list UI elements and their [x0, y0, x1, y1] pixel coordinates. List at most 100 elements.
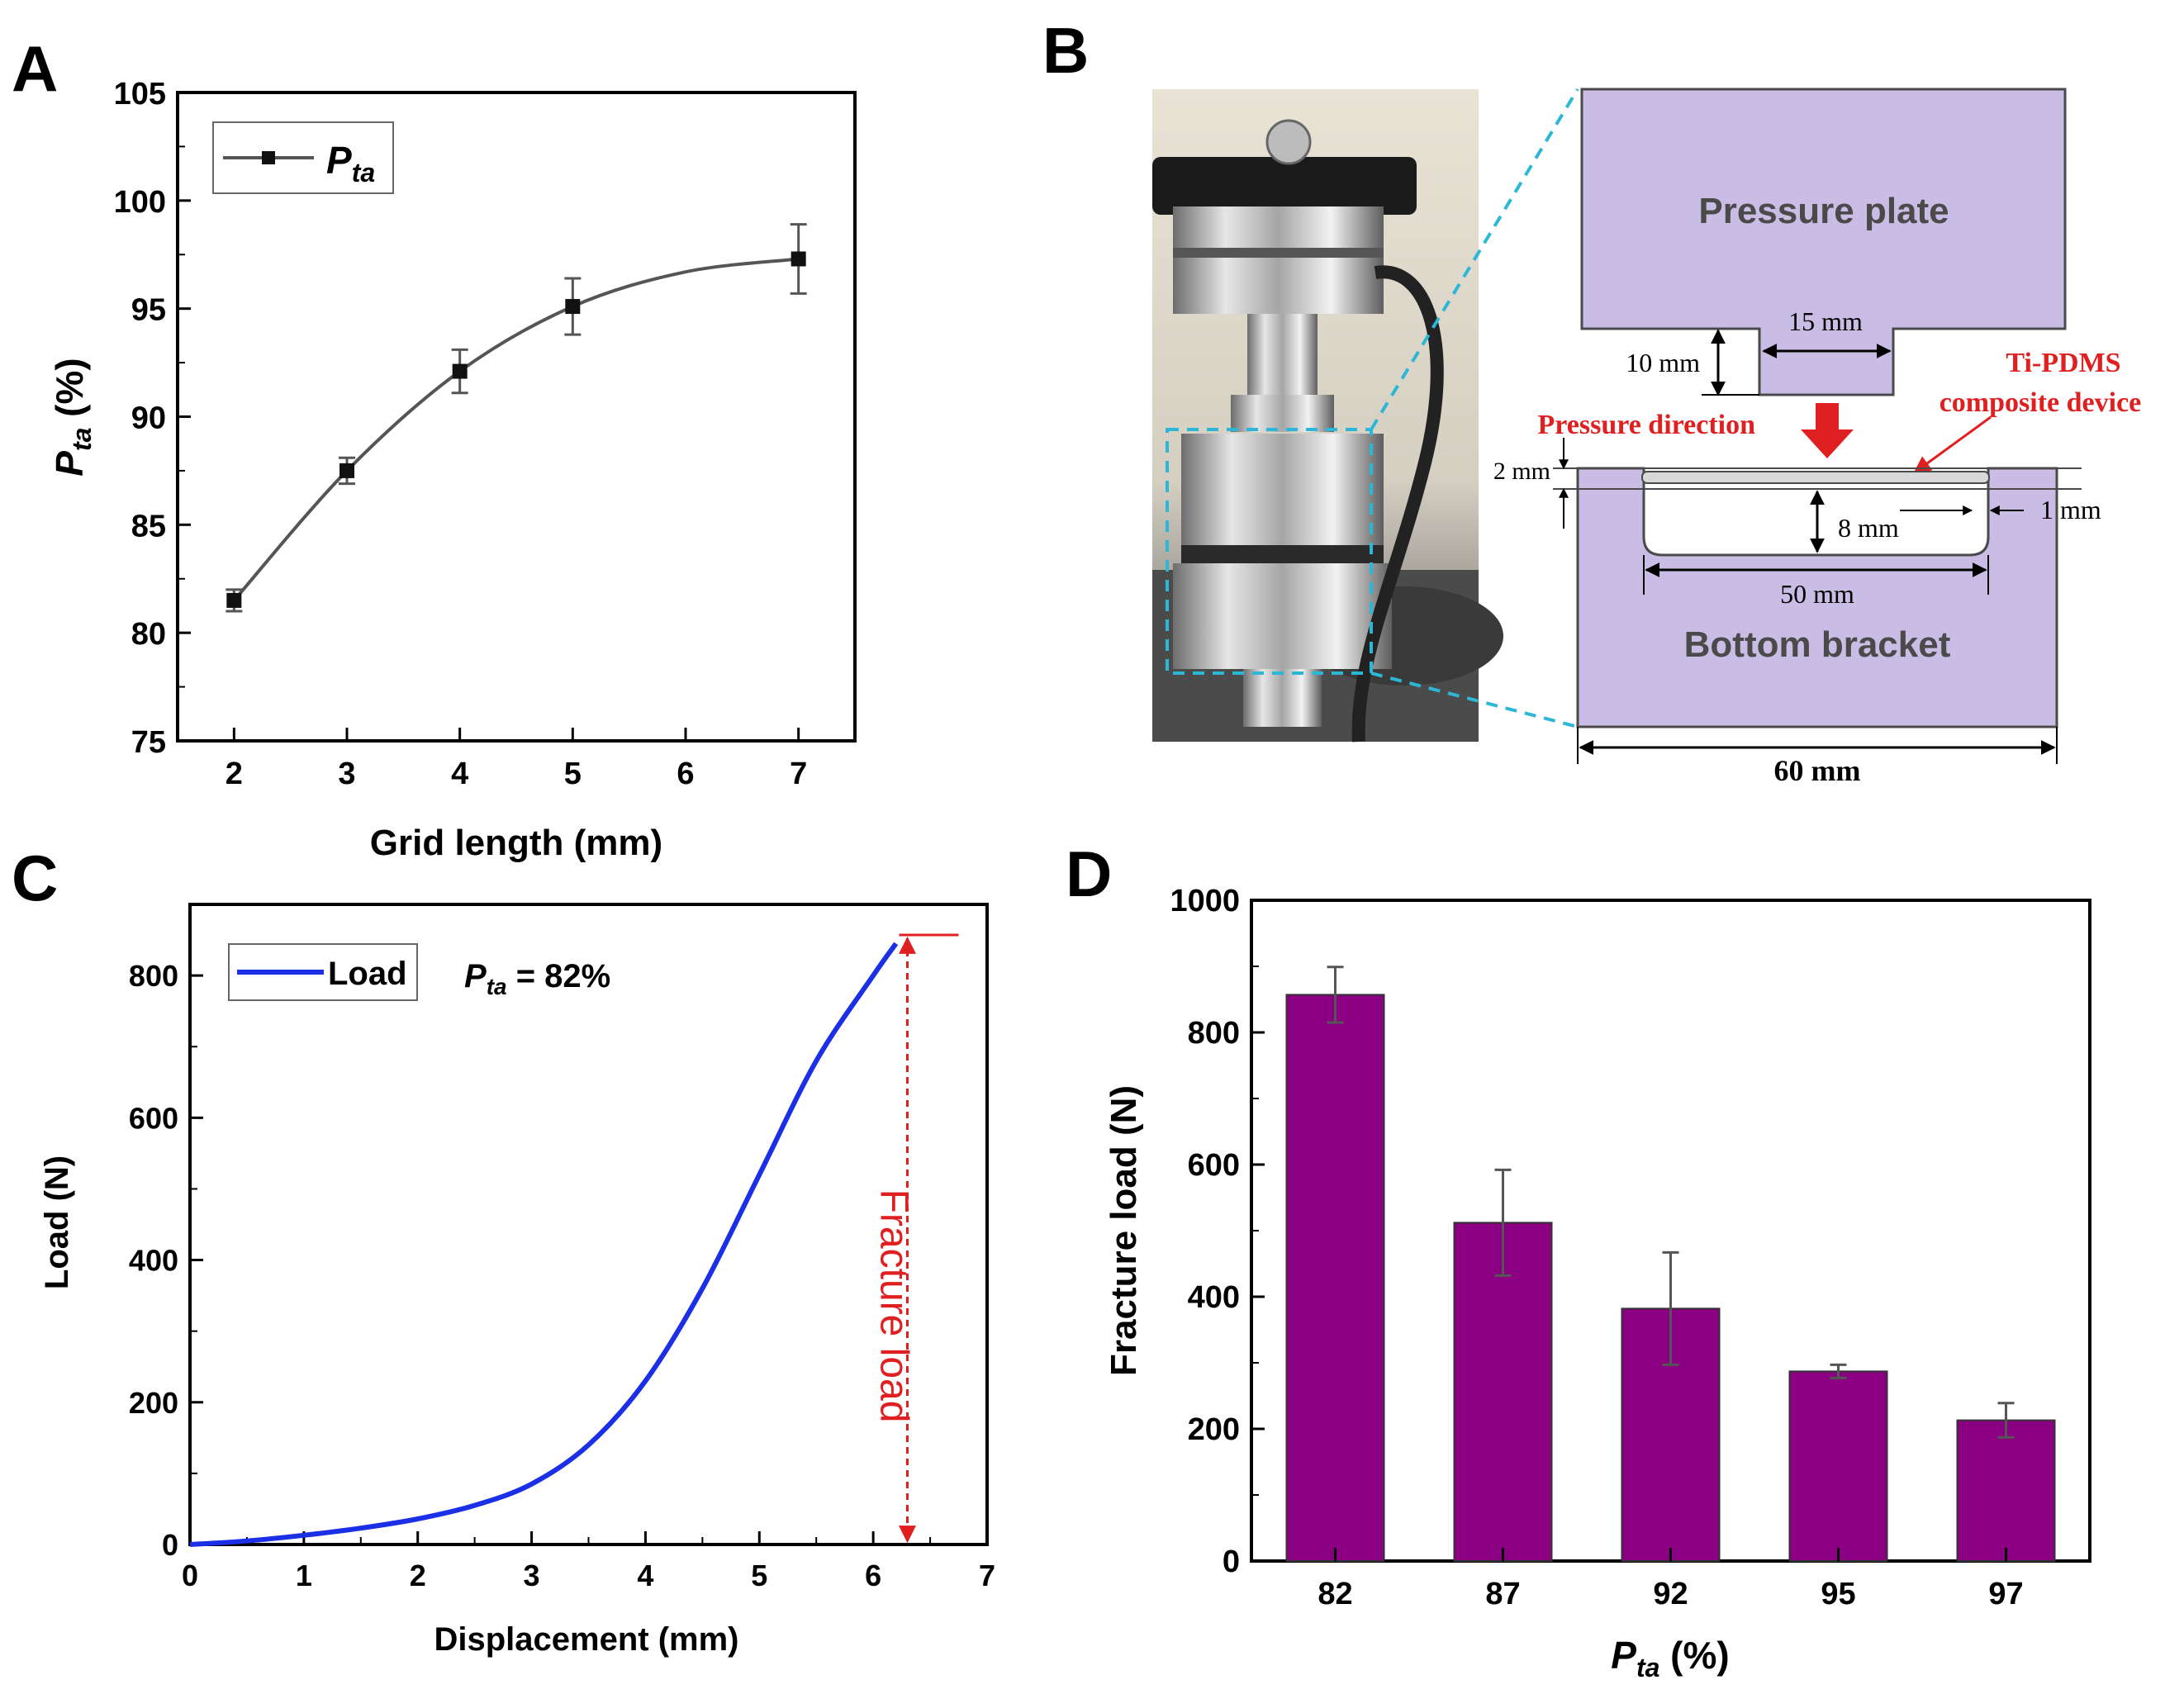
- panel-c-annotation: Pta = 82%: [464, 958, 610, 999]
- panel-d-y-tick-label: 400: [1188, 1280, 1240, 1315]
- panel-c-x-tick-label: 6: [865, 1559, 881, 1592]
- panel-c-x-tick-label: 3: [524, 1559, 540, 1592]
- panel-c-y-tick-label: 800: [129, 959, 178, 993]
- panel-a-y-tick-label: 85: [131, 509, 166, 543]
- panel-c-y-tick-label: 600: [129, 1101, 178, 1135]
- pressure-plate-label: Pressure plate: [1698, 191, 1949, 231]
- panel-d-y-axis-label: Fracture load (N): [1104, 1085, 1144, 1376]
- panel-a-legend: Pta: [212, 121, 394, 194]
- panel-b-schematic: Pressure plate 15 mm 10 mm Ti-PDMS compo…: [1493, 88, 2142, 787]
- panel-c-y-axis-label: Load (N): [39, 1155, 75, 1289]
- panel-c-x-tick-label: 0: [182, 1559, 198, 1592]
- panel-letter-a: A: [12, 32, 58, 105]
- panel-d-chart: 0 200 400 600 800 1000 82 87 92 95 97 Pta (%) Fra…: [1104, 884, 2091, 1682]
- panel-d-y-tick-label: 600: [1188, 1148, 1240, 1183]
- panel-c-x-tick-label: 5: [751, 1559, 767, 1592]
- photo-crosshead: [1152, 157, 1417, 215]
- panel-c-x-tick-label: 4: [637, 1559, 653, 1592]
- photo-specimen-gap: [1181, 545, 1384, 563]
- dim-10-label: 10 mm: [1626, 348, 1700, 377]
- panel-a-legend-label: Pta: [326, 139, 375, 187]
- device-label-line2: composite device: [1939, 387, 2142, 418]
- zoom-line-bottom: [1370, 671, 1579, 728]
- photo-lower-stem: [1243, 669, 1322, 727]
- panel-d-x-tick-label: 92: [1653, 1577, 1688, 1611]
- photo-coupler: [1231, 395, 1334, 432]
- panel-a-x-tick-label: 3: [338, 757, 355, 791]
- dim-50-label: 50 mm: [1780, 579, 1854, 609]
- panel-c-x-tick-label: 2: [410, 1559, 426, 1592]
- panel-a-y-tick-label: 75: [131, 725, 166, 760]
- panel-d-bars: 82 87 92 95 97: [1285, 966, 2056, 1611]
- panel-a-chart: 75 80 85 90 95 100 105 2 3 4 5 6 7 Pta Grid length …: [48, 77, 857, 863]
- panel-a-x-axis-label: Grid length (mm): [370, 823, 662, 863]
- pressure-direction-label: Pressure direction: [1538, 410, 1756, 440]
- panel-c-fracture-label: Fracture load: [872, 1189, 916, 1423]
- composite-device-plate: [1641, 471, 1990, 484]
- panel-a-legend-marker: [262, 151, 275, 164]
- dim-1-label: 1 mm: [2040, 495, 2101, 524]
- panel-c-load-curve: [189, 942, 899, 1547]
- photo-load-cell-band: [1173, 248, 1384, 258]
- panel-b-photo: [1152, 88, 1579, 743]
- panel-a-data-point: [339, 463, 354, 478]
- panel-a-data-point: [226, 592, 242, 608]
- panel-a-series-line: [232, 257, 799, 602]
- panel-c-x-tick-label: 7: [979, 1559, 995, 1592]
- panel-c-x-tick-label: 1: [296, 1559, 312, 1592]
- panel-a-x-tick-label: 2: [226, 757, 243, 791]
- photo-load-cell: [1173, 206, 1384, 314]
- panel-d-y-tick-label: 1000: [1170, 884, 1240, 918]
- photo-shaft: [1247, 314, 1318, 405]
- dim-8-label: 8 mm: [1838, 513, 1899, 543]
- panel-a-y-tick-label: 80: [131, 617, 166, 652]
- photo-zoom-box: [1166, 428, 1373, 675]
- panel-d-bar: [1285, 994, 1385, 1562]
- panel-d-bar: [1788, 1370, 1888, 1563]
- panel-a-data-point: [791, 251, 806, 267]
- panel-letter-b: B: [1042, 14, 1089, 87]
- device-pointer: [1913, 415, 1992, 474]
- panel-a-x-tick-label: 6: [677, 757, 694, 791]
- panel-a-x-axis: 2 3 4 5 6 7: [226, 728, 807, 791]
- panel-c-y-tick-label: 200: [129, 1386, 178, 1420]
- bottom-bracket-shape: [1576, 467, 2058, 728]
- panel-c-chart: 0 200 400 600 800 0 1 2 3 4 5 6 7 Fracture load Loa…: [39, 903, 995, 1658]
- panel-letter-d: D: [1066, 838, 1112, 910]
- panel-a-x-tick-label: 4: [451, 757, 468, 791]
- panel-a-y-tick-label: 100: [114, 185, 166, 220]
- dim-2-label: 2 mm: [1493, 458, 1550, 485]
- panel-a-x-tick-label: 5: [564, 757, 582, 791]
- panel-d-bar: [1956, 1419, 2056, 1562]
- panel-c-legend: Load: [228, 943, 418, 1001]
- panel-d-x-axis-label: Pta (%): [1611, 1634, 1729, 1682]
- photo-upper-cylinder: [1181, 434, 1384, 545]
- pressure-plate-shape: [1580, 88, 2067, 396]
- panel-a-data-point: [565, 299, 581, 315]
- panel-d-y-tick-label: 200: [1188, 1412, 1240, 1447]
- photo-top-bolt: [1265, 119, 1312, 165]
- panel-c-y-axis: 0 200 400 600 800: [129, 904, 203, 1562]
- dim-15-label: 15 mm: [1788, 306, 1863, 336]
- panel-letter-c: C: [12, 842, 58, 914]
- panel-d-y-tick-label: 0: [1223, 1545, 1240, 1579]
- panel-c-x-axis-label: Displacement (mm): [434, 1621, 739, 1658]
- panel-d-y-tick-label: 800: [1188, 1016, 1240, 1051]
- pressure-direction-arrow: [1801, 403, 1854, 458]
- device-label-line1: Ti-PDMS: [2006, 348, 2120, 378]
- panel-a-x-tick-label: 7: [790, 757, 807, 791]
- panel-d-x-tick-label: 82: [1318, 1577, 1352, 1611]
- panel-a-y-axis-label: Pta (%): [48, 358, 97, 476]
- panel-a-data-point: [452, 363, 468, 379]
- photo-cable: [1351, 265, 1444, 743]
- panel-c-x-axis: 0 1 2 3 4 5 6 7: [182, 1531, 995, 1592]
- zoom-line-top: [1370, 88, 1579, 431]
- panel-c-y-tick-label: 0: [162, 1528, 178, 1562]
- panel-d-x-tick-label: 97: [1988, 1577, 2023, 1611]
- panel-c-legend-label: Load: [328, 956, 407, 992]
- panel-a-y-tick-label: 105: [114, 77, 166, 112]
- photo-lower-cylinder: [1173, 563, 1392, 669]
- panel-d-y-axis: 0 200 400 600 800 1000: [1170, 884, 1265, 1579]
- panel-d-x-tick-label: 95: [1821, 1577, 1855, 1611]
